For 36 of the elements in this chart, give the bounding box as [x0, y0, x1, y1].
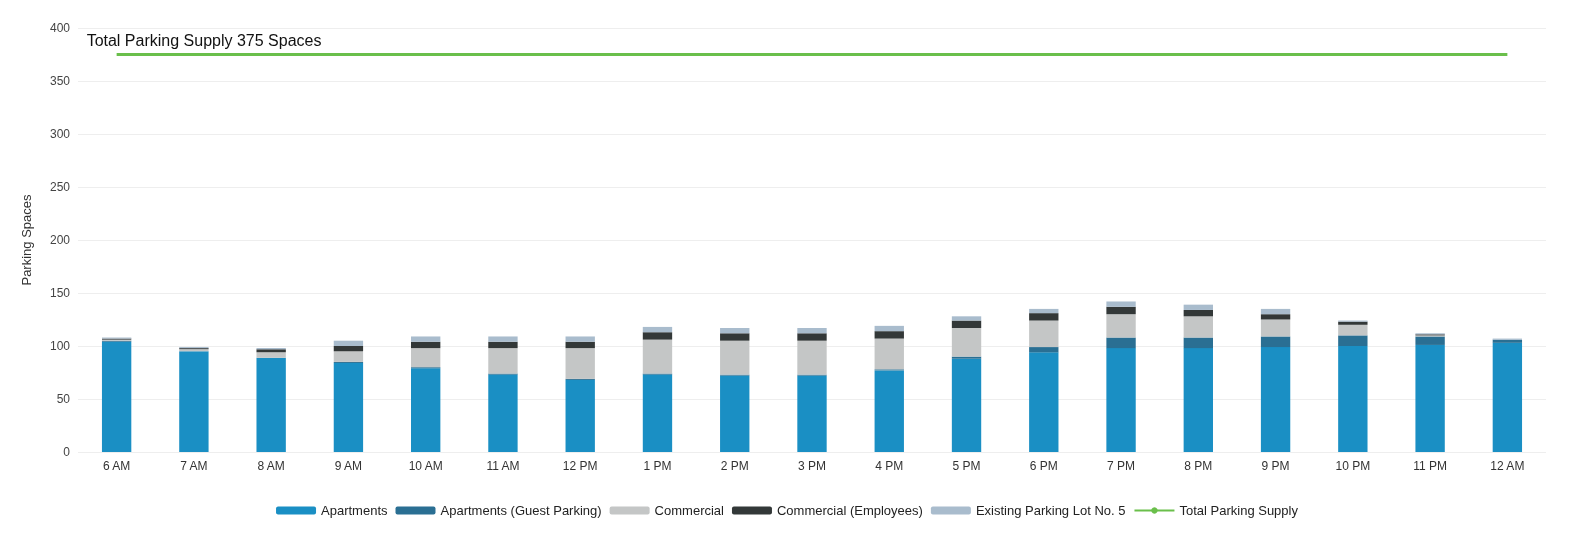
x-tick-label: 6 AM [102, 459, 131, 473]
legend-label: Total Parking Supply [1179, 503, 1299, 518]
x-tick-label: 3 PM [797, 459, 827, 473]
x-tick-label: 9 AM [334, 459, 363, 473]
x-tick-label: 10 PM [1335, 459, 1371, 473]
y-tick-label: 50 [56, 392, 71, 406]
y-tick-label: 250 [49, 180, 71, 194]
legend-label: Commercial (Employees) [776, 503, 923, 518]
x-tick-label: 12 AM [1490, 459, 1525, 473]
legend-label: Commercial [654, 503, 725, 518]
x-tick-label: 1 PM [643, 459, 672, 473]
x-tick-label: 12 PM [562, 459, 598, 473]
y-tick-label: 300 [49, 127, 71, 141]
x-tick-label: 5 PM [952, 459, 981, 473]
y-tick-label: 150 [49, 286, 71, 300]
x-tick-label: 7 PM [1107, 459, 1136, 473]
x-tick-label: 8 PM [1184, 459, 1213, 473]
legend-label: Apartments [321, 503, 388, 518]
y-tick-label: 100 [49, 339, 71, 353]
annotation: Total Parking Supply 375 Spaces [86, 32, 322, 49]
x-tick-label: 8 AM [257, 459, 285, 473]
x-tick-label: 6 PM [1029, 459, 1058, 473]
x-tick-label: 11 PM [1413, 459, 1447, 473]
x-tick-label: 10 AM [408, 459, 443, 473]
x-tick-label: 7 AM [180, 459, 208, 473]
x-tick-label: 4 PM [875, 459, 904, 473]
y-axis-title: Parking Spaces [19, 193, 34, 286]
x-tick-label: 2 PM [720, 459, 749, 473]
y-tick-label: 0 [63, 445, 71, 459]
y-tick-label: 200 [49, 233, 71, 247]
x-tick-label: 9 PM [1261, 459, 1290, 473]
legend-label: Existing Parking Lot No. 5 [975, 503, 1126, 518]
legend-label: Apartments (Guest Parking) [440, 503, 602, 518]
x-tick-label: 11 AM [486, 459, 520, 473]
y-tick-label: 400 [49, 21, 71, 35]
y-tick-label: 350 [49, 74, 71, 88]
